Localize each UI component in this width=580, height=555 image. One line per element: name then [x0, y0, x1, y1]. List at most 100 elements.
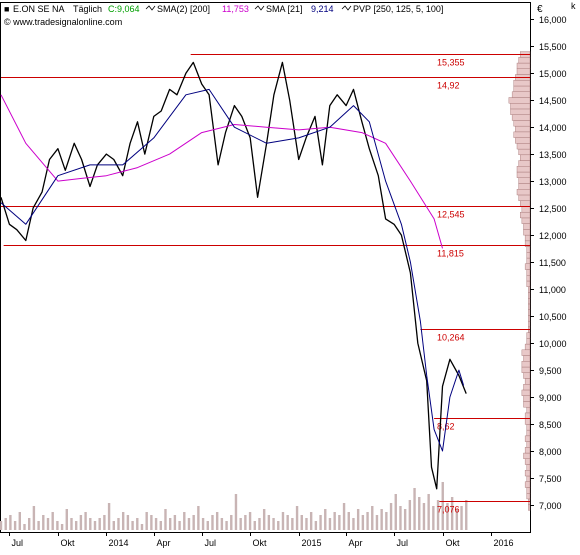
volume-profile-bar — [528, 320, 531, 328]
volume-profile-bar — [518, 148, 531, 156]
volume-bar — [70, 518, 73, 530]
volume-profile-bar — [521, 349, 531, 356]
volume-profile-bar — [520, 211, 531, 219]
volume-bar — [150, 515, 153, 530]
volume-profile-bar — [516, 68, 531, 75]
volume-bar — [380, 509, 383, 530]
sma21-legend-label: SMA [21] — [266, 4, 303, 14]
volume-profile-bar — [526, 441, 531, 448]
volume-bar — [98, 518, 101, 530]
volume-bar — [121, 512, 125, 530]
volume-profile-bar — [515, 125, 531, 133]
volume-bar — [178, 521, 181, 530]
y-tick-label: 10,500 — [539, 312, 567, 322]
volume-profile-bar — [520, 200, 531, 207]
volume-profile-bar — [508, 97, 531, 104]
volume-bar — [253, 521, 256, 530]
volume-profile-bar — [516, 171, 531, 178]
volume-bar — [23, 524, 26, 530]
volume-profile-bar — [528, 303, 531, 310]
volume-bar — [89, 518, 92, 530]
volume-bar — [338, 515, 341, 530]
sma21-legend-value: 9,214 — [311, 4, 334, 14]
volume-bar — [427, 494, 430, 530]
pvp-legend-icon — [341, 5, 352, 11]
volume-profile-bar — [526, 269, 531, 276]
volume-profile-bar — [510, 102, 531, 110]
y-tick-label: 8,500 — [539, 420, 562, 430]
volume-bar — [286, 515, 289, 530]
volume-bar — [436, 500, 440, 530]
volume-profile-bar — [518, 57, 531, 64]
volume-profile-bar — [526, 424, 531, 431]
volume-bar — [230, 515, 233, 530]
volume-bar — [328, 518, 332, 530]
volume-bar — [399, 506, 402, 530]
volume-bar — [422, 503, 426, 530]
volume-bar — [403, 509, 407, 530]
sma200-legend-label: SMA(2) [200] — [157, 4, 210, 14]
volume-bar — [159, 521, 162, 530]
volume-bar — [187, 518, 191, 530]
volume-bar — [319, 515, 322, 530]
volume-bar — [413, 488, 416, 530]
y-axis: 7,000 7,500 8,000 8,500 9,000 9,500 10,000 10,5… — [530, 15, 567, 511]
interval-label: Täglich — [73, 4, 102, 14]
volume-bar — [272, 518, 275, 530]
volume-profile-bar — [526, 332, 531, 339]
volume-bar — [154, 518, 158, 530]
volume-bar — [291, 518, 294, 530]
volume-bars — [0, 482, 468, 530]
volume-bar — [220, 518, 224, 530]
volume-profile-bar — [518, 183, 531, 190]
x-tick-label: Jul — [12, 538, 24, 548]
volume-profile-bar — [526, 280, 531, 287]
volume-profile-bar — [511, 91, 531, 98]
level-label: 11,815 — [437, 249, 464, 259]
y-tick-label: 11,500 — [539, 258, 566, 268]
volume-bar — [324, 509, 327, 530]
volume-profile-bar — [526, 338, 531, 345]
volume-bar — [347, 512, 350, 530]
volume-profile-bar — [516, 166, 531, 173]
volume-bar — [140, 524, 144, 530]
level-label: 14,92 — [437, 81, 460, 91]
volume-profile-bar — [526, 257, 531, 264]
volume-bar — [234, 494, 238, 530]
volume-bar — [112, 521, 115, 530]
volume-bar — [418, 497, 421, 530]
volume-profile-bar — [526, 246, 531, 253]
volume-profile-bar — [523, 229, 531, 236]
volume-bar — [342, 503, 346, 530]
volume-bar — [173, 515, 177, 530]
volume-bar — [385, 512, 388, 530]
sma21-line — [0, 88, 465, 452]
sma200-legend-icon — [145, 5, 156, 11]
volume-bar — [51, 512, 54, 530]
volume-profile-bar — [528, 292, 531, 299]
level-label: 10,264 — [437, 333, 465, 343]
volume-profile-bar — [523, 355, 531, 362]
x-tick-label: Okt — [61, 538, 76, 548]
volume-bar — [465, 500, 468, 530]
volume-bar — [74, 521, 78, 530]
volume-profile-bar — [521, 361, 531, 368]
y-tick-label: 11,000 — [539, 285, 566, 295]
volume-bar — [27, 518, 31, 530]
volume-bar — [239, 518, 242, 530]
volume-bar — [84, 512, 87, 530]
volume-bar — [258, 518, 261, 530]
volume-profile-bar — [526, 406, 531, 414]
volume-bar — [183, 512, 186, 530]
y-tick-label: 14,500 — [539, 96, 567, 106]
volume-profile-bar — [520, 154, 531, 161]
volume-bar — [371, 506, 374, 530]
x-tick-label: 2016 — [494, 538, 514, 548]
y-tick-label: 7,000 — [539, 501, 562, 511]
volume-profile-bar — [524, 458, 531, 465]
y-tick-label: 9,000 — [539, 393, 562, 403]
volume-bar — [168, 518, 172, 530]
volume-profile-bar — [526, 464, 531, 471]
volume-profile-bar — [523, 223, 531, 230]
volume-bar — [131, 521, 134, 530]
